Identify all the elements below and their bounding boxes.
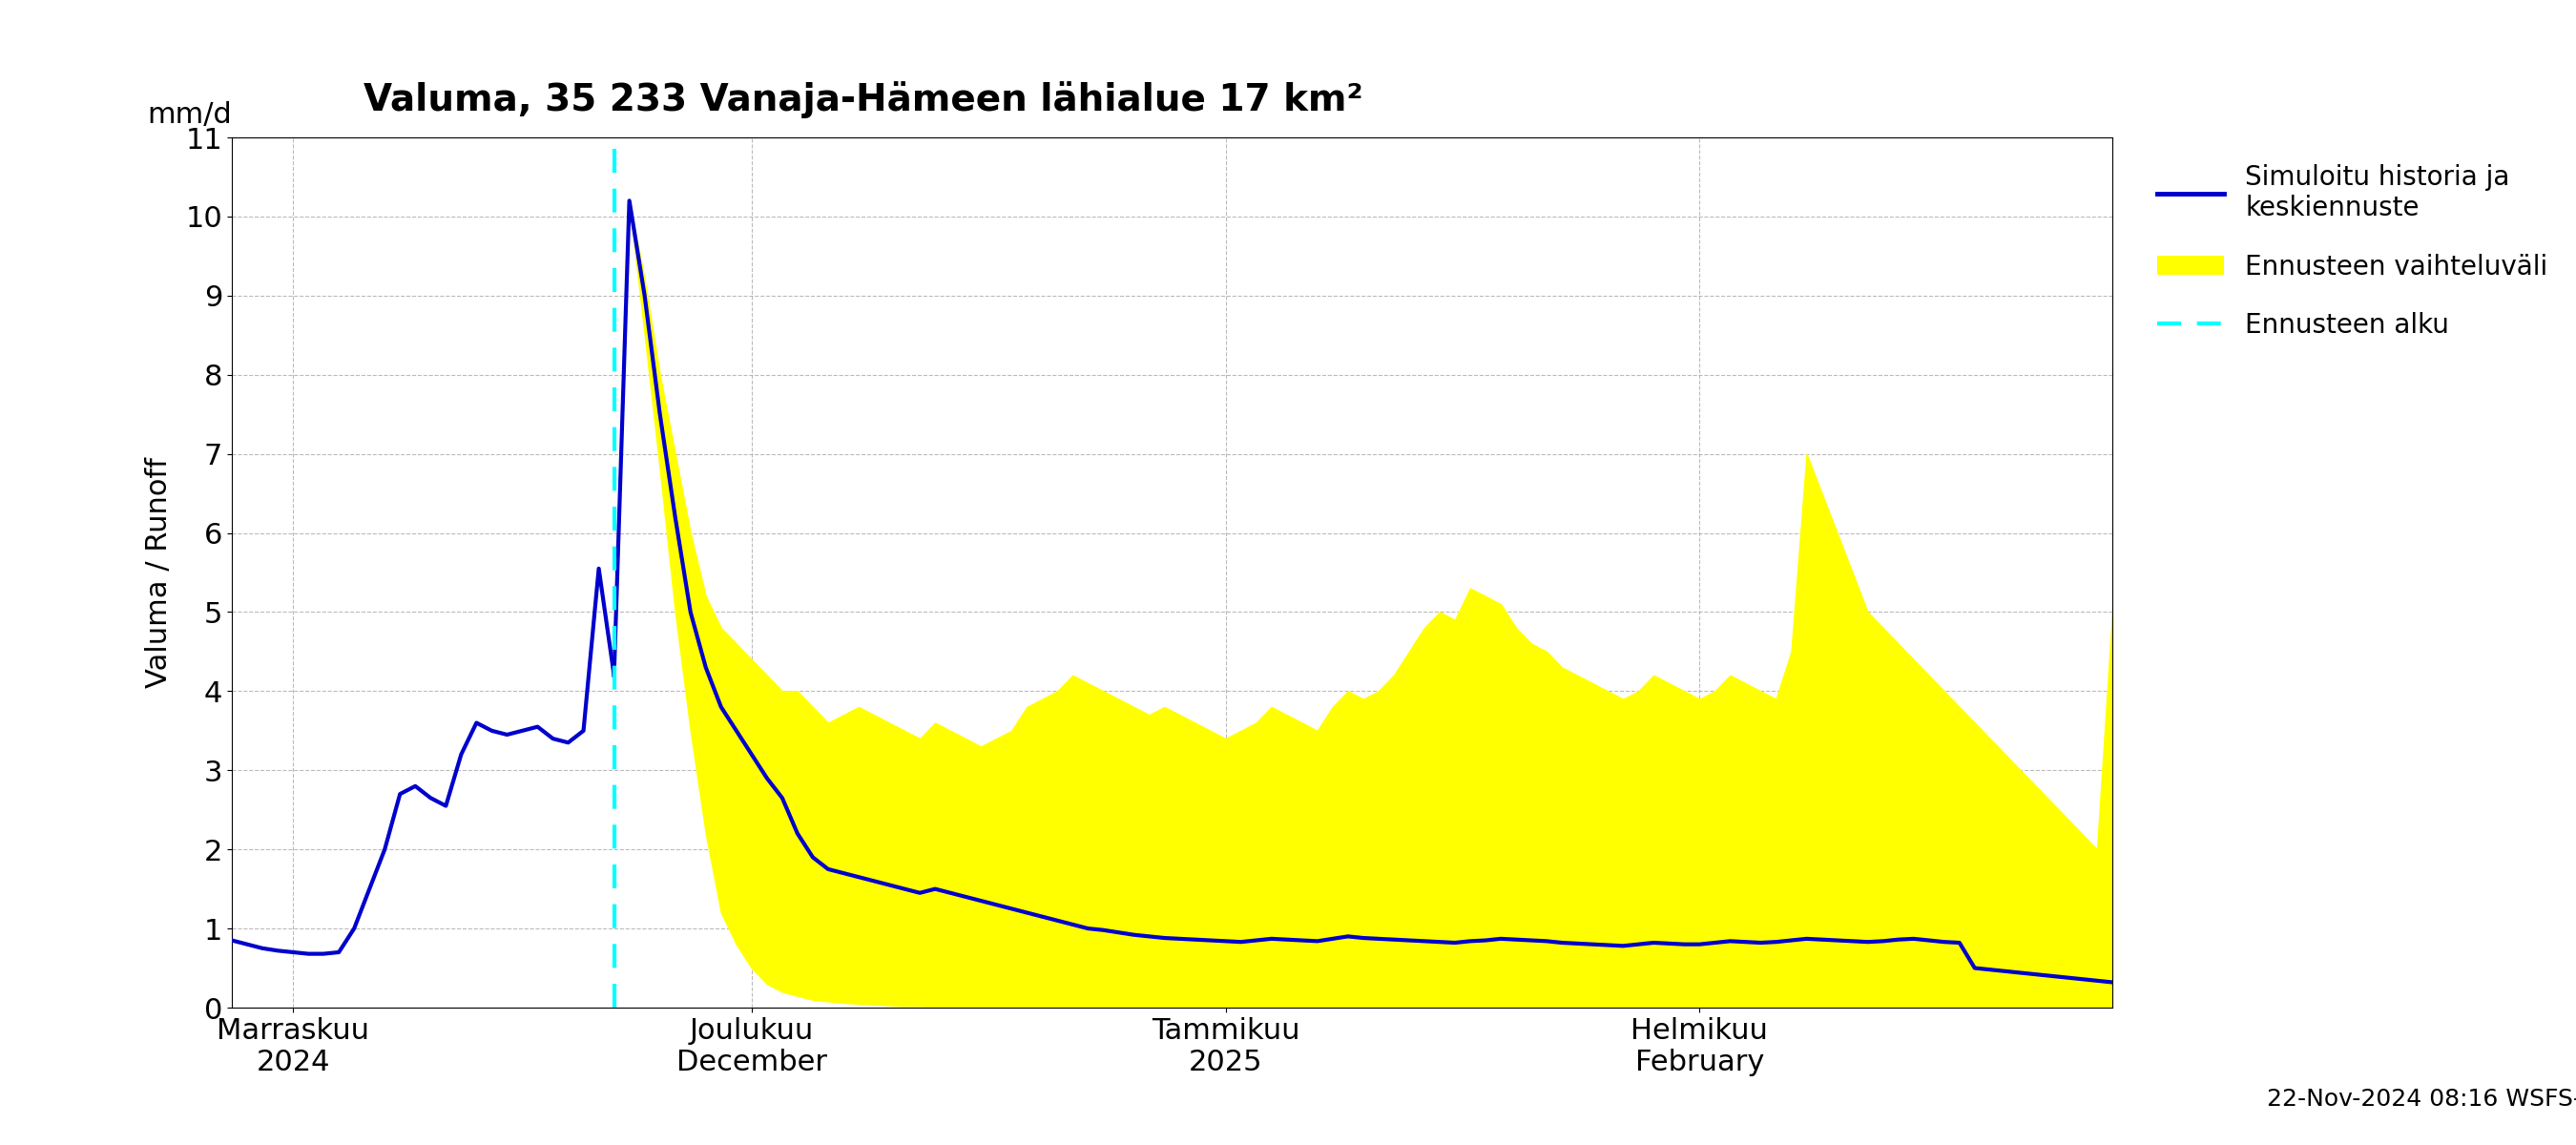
Legend: Simuloitu historia ja
keskiennuste, Ennusteen vaihteluväli, Ennusteen alku: Simuloitu historia ja keskiennuste, Ennu…	[2143, 151, 2561, 352]
Text: 22-Nov-2024 08:16 WSFS-O: 22-Nov-2024 08:16 WSFS-O	[2267, 1088, 2576, 1111]
Text: mm/d: mm/d	[147, 101, 232, 128]
Text: Valuma, 35 233 Vanaja-Hämeen lähialue 17 km²: Valuma, 35 233 Vanaja-Hämeen lähialue 17…	[363, 81, 1363, 119]
Y-axis label: Valuma / Runoff: Valuma / Runoff	[144, 457, 173, 688]
